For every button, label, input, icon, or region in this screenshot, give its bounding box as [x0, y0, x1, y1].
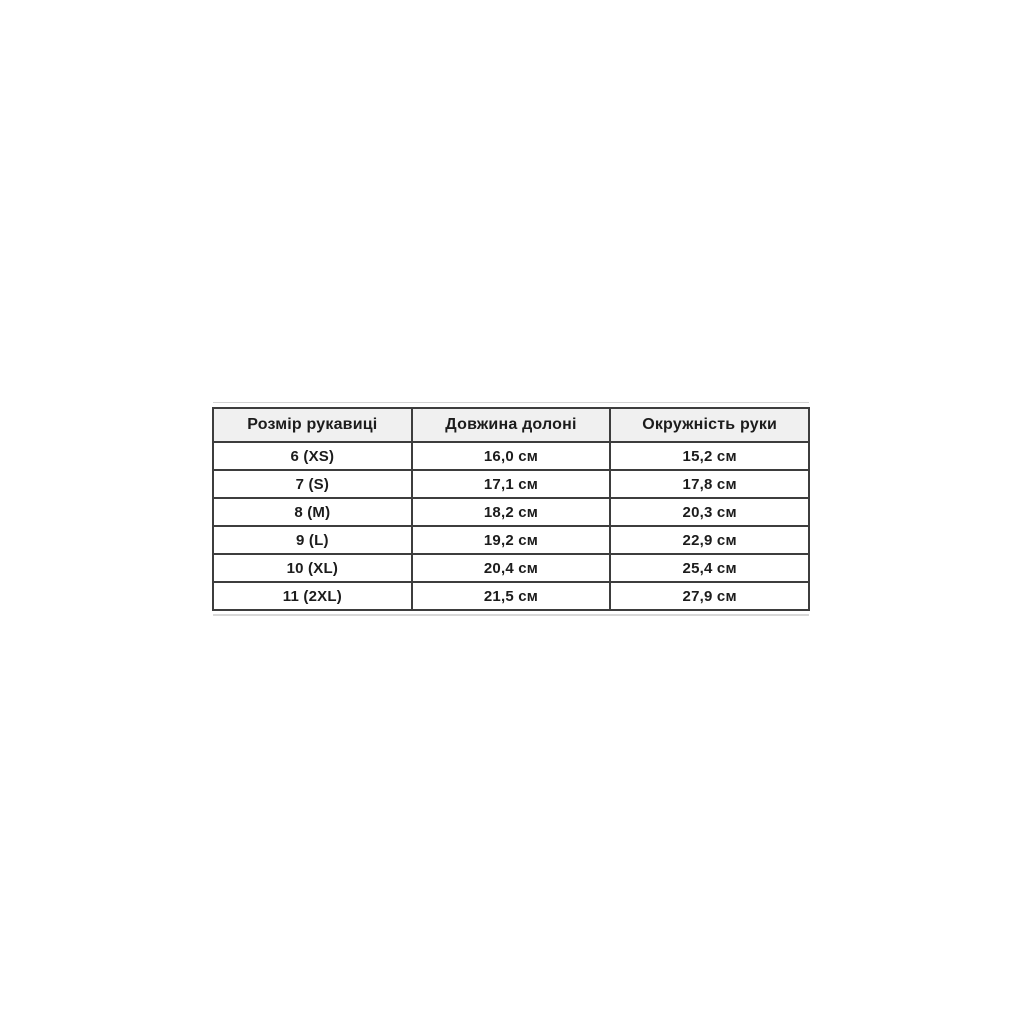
table-shadow-line-bottom: [213, 614, 809, 616]
cell-palm-length: 20,4 см: [410, 553, 612, 583]
cell-size: 6 (XS): [212, 441, 413, 471]
table-shadow-line-top: [213, 402, 809, 403]
table-row: 7 (S) 17,1 см 17,8 см: [212, 469, 810, 499]
cell-circumference: 20,3 см: [609, 497, 810, 527]
cell-circumference: 27,9 см: [609, 581, 810, 611]
table-body: 6 (XS) 16,0 см 15,2 см 7 (S) 17,1 см 17,…: [212, 441, 810, 611]
table-header-row: Розмір рукавиці Довжина долоні Окружніст…: [212, 407, 810, 443]
table-row: 6 (XS) 16,0 см 15,2 см: [212, 441, 810, 471]
col-header-palm-length: Довжина долоні: [410, 407, 612, 443]
glove-size-table-container: Розмір рукавиці Довжина долоні Окружніст…: [212, 402, 810, 616]
table-row: 10 (XL) 20,4 см 25,4 см: [212, 553, 810, 583]
col-header-hand-circumference: Окружність руки: [609, 407, 810, 443]
cell-circumference: 17,8 см: [609, 469, 810, 499]
cell-circumference: 25,4 см: [609, 553, 810, 583]
cell-size: 10 (XL): [212, 553, 413, 583]
glove-size-table: Розмір рукавиці Довжина долоні Окружніст…: [212, 407, 810, 611]
cell-palm-length: 21,5 см: [410, 581, 612, 611]
cell-circumference: 22,9 см: [609, 525, 810, 555]
cell-palm-length: 17,1 см: [410, 469, 612, 499]
table-row: 9 (L) 19,2 см 22,9 см: [212, 525, 810, 555]
cell-size: 11 (2XL): [212, 581, 413, 611]
table-row: 8 (M) 18,2 см 20,3 см: [212, 497, 810, 527]
cell-palm-length: 19,2 см: [410, 525, 612, 555]
col-header-glove-size: Розмір рукавиці: [212, 407, 413, 443]
cell-size: 9 (L): [212, 525, 413, 555]
cell-circumference: 15,2 см: [609, 441, 810, 471]
cell-palm-length: 16,0 см: [410, 441, 612, 471]
table-row-header: Розмір рукавиці Довжина долоні Окружніст…: [212, 407, 810, 443]
cell-size: 8 (M): [212, 497, 413, 527]
table-row: 11 (2XL) 21,5 см 27,9 см: [212, 581, 810, 611]
cell-palm-length: 18,2 см: [410, 497, 612, 527]
cell-size: 7 (S): [212, 469, 413, 499]
